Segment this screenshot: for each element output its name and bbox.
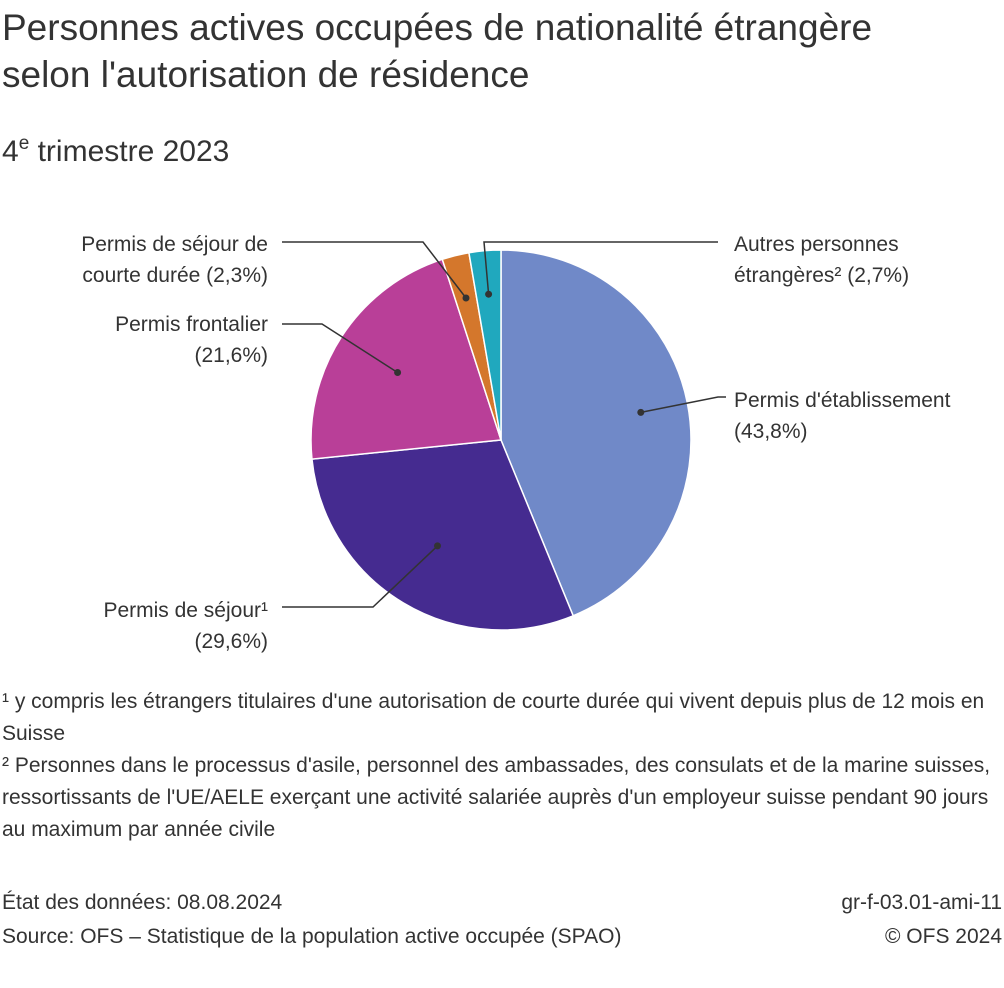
leader-dot-autres-etrangers	[485, 290, 493, 298]
slice-label-autres-etrangers-line-1: Autres personnes	[734, 233, 899, 256]
pie-chart: Permis d'établissement (43,8%) Permis de s…	[81, 233, 950, 653]
data-status: État des données: 08.08.2024	[2, 891, 283, 914]
chart-code: gr-f-03.01-ami-11	[841, 891, 1002, 914]
slice-permis-sejour	[311, 439, 575, 631]
slice-labels: Permis d'établissement (43,8%) Permis de s…	[81, 233, 950, 653]
footnote-1: ¹ y compris les étrangers titulaires d'u…	[2, 690, 985, 745]
leader-dot-permis-frontalier	[394, 369, 402, 376]
slice-label-permis-courte-duree-line-2: courte durée (2,3%)	[82, 264, 268, 287]
leader-line-autres-etrangers	[483, 241, 718, 295]
leader-lines	[282, 241, 726, 608]
slice-label-permis-sejour-line-1: Permis de séjour¹	[103, 599, 268, 622]
slice-label-permis-frontalier-line-1: Permis frontalier	[115, 313, 268, 336]
slice-label-permis-sejour-line-2: (29,6%)	[194, 630, 268, 653]
footnote-2: ² Personnes dans le processus d'asile, p…	[2, 754, 991, 841]
footer-right: gr-f-03.01-ami-11 © OFS 2024	[702, 886, 1002, 954]
leader-dot-permis-courte-duree	[462, 294, 470, 302]
chart-title-line-2: selon l'autorisation de résidence	[2, 54, 530, 95]
subtitle-superscript: e	[18, 133, 30, 154]
copyright: © OFS 2024	[884, 925, 1002, 948]
leader-dot-permis-sejour	[434, 542, 441, 550]
leader-line-permis-etablissement	[640, 396, 726, 414]
slice-label-permis-courte-duree-line-1: Permis de séjour de	[81, 233, 268, 256]
pie-slices	[310, 249, 692, 631]
slice-label-permis-etablissement-line-1: Permis d'établissement	[734, 389, 951, 412]
slice-label-permis-frontalier-line-2: (21,6%)	[194, 344, 268, 367]
slice-label-autres-etrangers-line-2: étrangères² (2,7%)	[734, 264, 909, 287]
leader-dot-permis-etablissement	[637, 408, 645, 416]
chart-title-line-1: Personnes actives occupées de nationalit…	[2, 7, 873, 48]
leader-line-permis-sejour	[282, 545, 439, 608]
footnotes: ¹ y compris les étrangers titulaires d'u…	[2, 686, 1002, 846]
leader-line-permis-courte-duree	[282, 241, 467, 299]
subtitle-text: trimestre 2023	[29, 135, 230, 168]
footer-left: État des données: 08.08.2024 Source: OFS…	[2, 886, 702, 954]
chart-subtitle: 4e trimestre 2023	[2, 132, 229, 172]
leader-line-permis-frontalier	[282, 323, 399, 374]
chart-title: Personnes actives occupées de nationalit…	[2, 4, 1002, 98]
slice-label-permis-etablissement-line-2: (43,8%)	[734, 420, 808, 443]
source: Source: OFS – Statistique de la populati…	[2, 925, 622, 948]
subtitle-number: 4	[2, 135, 19, 168]
